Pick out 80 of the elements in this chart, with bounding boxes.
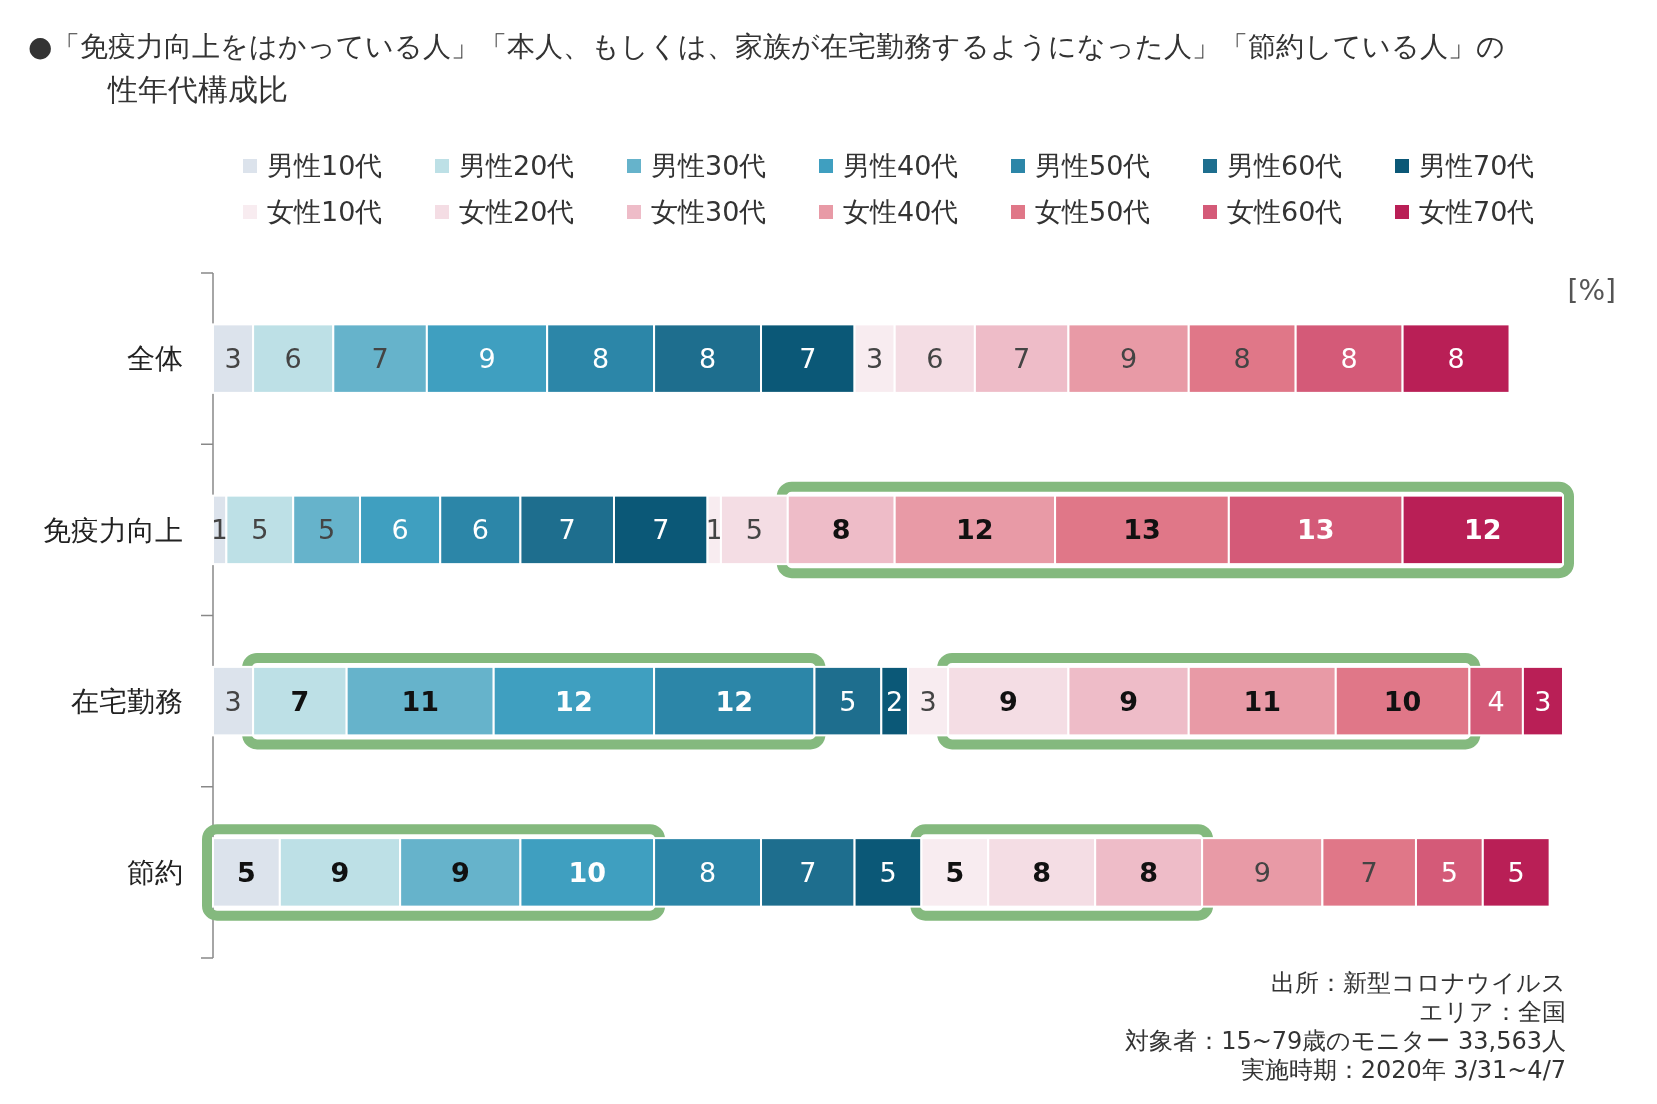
- data-label: 10: [568, 856, 607, 888]
- data-label: 1: [705, 514, 723, 546]
- legend-label: 男性60代: [1227, 150, 1343, 182]
- data-label: 8: [1340, 343, 1358, 375]
- y-tick-label: 在宅勤務: [71, 684, 183, 718]
- data-label: 7: [652, 514, 670, 546]
- data-label: 1: [211, 514, 229, 546]
- data-label: 6: [926, 343, 944, 375]
- data-label: 6: [391, 514, 409, 546]
- data-label: 10: [1383, 685, 1422, 717]
- data-label: 7: [290, 685, 310, 717]
- data-label: 9: [1120, 343, 1138, 375]
- data-label: 12: [1464, 514, 1502, 546]
- data-label: 3: [224, 343, 242, 375]
- chart-title: ●「免疫力向上をはかっている人」「本人、もしくは、家族が在宅勤務するようになった人」「節約している人」の性年代構成比: [28, 30, 1506, 107]
- data-label: 11: [401, 685, 439, 717]
- data-label: 7: [799, 856, 817, 888]
- data-label: 5: [1507, 856, 1525, 888]
- data-label: 7: [1013, 343, 1031, 375]
- data-label: 5: [251, 514, 269, 546]
- text: 出所：新型コロナウイルス: [1271, 969, 1566, 997]
- text: エリア：全国: [1419, 998, 1566, 1026]
- data-label: 5: [745, 514, 763, 546]
- data-label: 5: [318, 514, 336, 546]
- data-label: 12: [956, 514, 994, 546]
- data-label: 8: [592, 343, 610, 375]
- data-label: 7: [371, 343, 389, 375]
- data-label: 5: [839, 685, 857, 717]
- y-tick-label: 全体: [127, 342, 183, 376]
- data-label: 3: [224, 685, 242, 717]
- legend-label: 女性10代: [267, 196, 383, 228]
- data-label: 5: [879, 856, 897, 888]
- data-label: 13: [1296, 514, 1335, 546]
- data-label: 8: [698, 856, 717, 888]
- y-tick-label: 免疫力向上: [43, 513, 183, 547]
- data-label: 8: [698, 343, 717, 375]
- data-label: 9: [1119, 685, 1138, 717]
- legend-label: 女性40代: [843, 196, 959, 228]
- legend-label: 女性70代: [1419, 196, 1535, 228]
- legend-label: 女性30代: [651, 196, 767, 228]
- legend-label: 男性70代: [1419, 150, 1535, 182]
- data-label: 3: [1534, 685, 1552, 717]
- legend-label: 男性40代: [843, 150, 959, 182]
- data-label: 9: [1253, 856, 1271, 888]
- legend-label: 女性20代: [459, 196, 575, 228]
- legend-label: 男性20代: [459, 150, 575, 182]
- data-label: 8: [1032, 856, 1052, 888]
- data-label: 8: [831, 514, 851, 546]
- legend-label: 女性60代: [1227, 196, 1343, 228]
- data-label: 2: [886, 685, 904, 717]
- text: 実施時期：2020年 3/31~4/7: [1240, 1056, 1566, 1084]
- data-label: 5: [945, 856, 965, 888]
- data-label: 3: [919, 685, 937, 717]
- data-label: 7: [799, 343, 817, 375]
- data-label: 13: [1123, 514, 1161, 546]
- data-label: 12: [715, 685, 754, 717]
- legend-label: 男性10代: [267, 150, 383, 182]
- data-label: 8: [1233, 343, 1251, 375]
- data-label: 12: [555, 685, 593, 717]
- text: 対象者：15~79歳のモニター 33,563人: [1125, 1027, 1566, 1055]
- y-tick-label: 節約: [127, 856, 183, 890]
- data-label: 3: [866, 343, 884, 375]
- data-label: 5: [237, 856, 256, 888]
- data-label: 9: [998, 685, 1018, 717]
- legend-label: 男性30代: [651, 150, 767, 182]
- data-label: 6: [471, 514, 489, 546]
- legend-label: 男性50代: [1035, 150, 1151, 182]
- data-label: 8: [1447, 343, 1465, 375]
- data-label: 9: [450, 856, 470, 888]
- data-label: 7: [558, 514, 576, 546]
- legend-label: 女性50代: [1035, 196, 1151, 228]
- x-axis-title: [%]: [1567, 274, 1616, 307]
- data-label: 9: [330, 856, 350, 888]
- data-label: 9: [478, 343, 496, 375]
- data-label: 8: [1139, 856, 1159, 888]
- data-label: 4: [1487, 685, 1505, 717]
- data-label: 7: [1360, 856, 1378, 888]
- data-label: 5: [1440, 856, 1458, 888]
- data-label: 11: [1243, 685, 1282, 717]
- data-label: 6: [284, 343, 302, 375]
